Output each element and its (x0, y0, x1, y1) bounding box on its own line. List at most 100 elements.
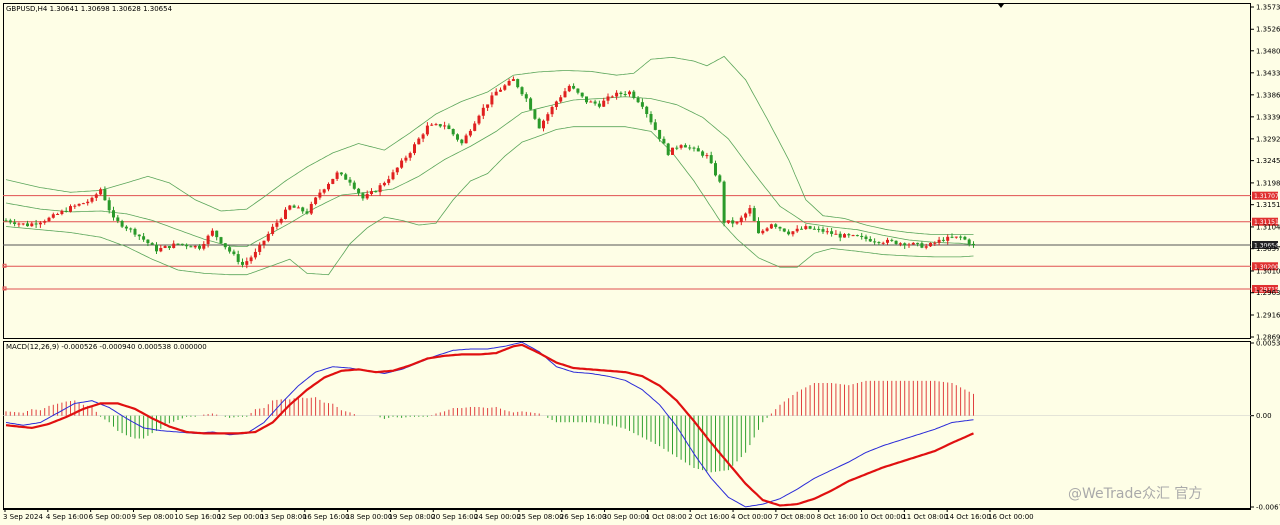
shift-marker-icon[interactable] (998, 4, 1004, 8)
candle-body (232, 251, 236, 255)
candle-body (447, 125, 451, 130)
candle-body (662, 138, 666, 144)
middle-band-line (5, 96, 974, 248)
candle-body (774, 224, 778, 227)
candle-body (486, 104, 490, 108)
price-tick-label: 1.29635 (1256, 289, 1280, 297)
candle-body (649, 114, 653, 123)
level-label-1: 1.31151 (1254, 219, 1279, 226)
time-tick-label: 16 Sep 16:00 (303, 513, 350, 521)
candle-body (731, 220, 735, 224)
candle-body (855, 235, 859, 237)
candle-body (628, 91, 631, 95)
candle-body (550, 106, 554, 115)
candle-body (533, 109, 537, 119)
candle-body (851, 235, 855, 237)
candle-body (69, 206, 72, 212)
candle-body (830, 231, 834, 234)
candle-body (748, 208, 752, 214)
candle-body (142, 236, 146, 240)
candle-body (843, 234, 846, 238)
candle-body (597, 103, 601, 107)
candle-body (253, 251, 257, 258)
current-price-label-bg (1252, 241, 1278, 250)
bollinger-bands (5, 55, 974, 276)
candle-body (8, 220, 12, 223)
price-tick-label: 1.35735 (1256, 4, 1280, 12)
candle-body (696, 148, 700, 152)
candle-body (954, 236, 958, 238)
candle-body (666, 143, 670, 155)
candle-body (963, 236, 967, 240)
candle-body (348, 179, 352, 183)
candle-body (602, 100, 606, 107)
macd-tick-label: 0.00534 (1256, 340, 1280, 348)
candle-body (890, 239, 894, 241)
candle-body (658, 129, 662, 139)
candle-body (305, 211, 309, 214)
candle-body (155, 244, 158, 252)
candle-body (812, 228, 816, 230)
candle-body (374, 191, 378, 193)
time-tick-label: 9 Sep 08:00 (131, 513, 173, 521)
time-tick-label: 8 Oct 16:00 (817, 513, 858, 521)
current-price-label: 1.30654 (1254, 243, 1279, 250)
candle-body (56, 213, 60, 215)
candle-body (537, 118, 541, 129)
candle-body (834, 233, 838, 235)
candle-body (972, 243, 975, 246)
level-label-bg-1 (1252, 217, 1278, 226)
price-tick-label: 1.31980 (1256, 179, 1280, 187)
candle-body (391, 172, 395, 180)
candle-body (507, 80, 511, 86)
candle-body (898, 243, 902, 245)
time-tick-label: 6 Sep 00:00 (89, 513, 131, 521)
candle-body (679, 145, 683, 148)
time-tick-label: 18 Sep 00:00 (346, 513, 393, 521)
candle-body (886, 239, 889, 243)
time-tick-label: 10 Oct 00:00 (860, 513, 906, 521)
candle-body (671, 147, 674, 155)
candle-body (838, 233, 842, 238)
candle-body (26, 223, 29, 227)
upper-band-line (5, 55, 974, 235)
candle-body (941, 239, 945, 241)
candle-body (881, 242, 885, 244)
candle-body (481, 107, 485, 116)
candle-body (701, 151, 705, 156)
price-tick-label: 1.34800 (1256, 47, 1280, 55)
candle-body (610, 96, 614, 98)
candle-body (241, 261, 244, 265)
candle-body (262, 240, 266, 245)
main-panel-frame (3, 3, 1251, 339)
main-chart-header: GBPUSD,H4 1.30641 1.30698 1.30628 1.3065… (6, 5, 173, 13)
candle-body (292, 205, 296, 208)
candle-body (623, 94, 627, 96)
candle-body (266, 233, 270, 241)
price-tick-label: 1.32455 (1256, 157, 1280, 165)
time-tick-label: 30 Sep 00:00 (603, 513, 650, 521)
candle-body (795, 228, 799, 232)
candle-body (718, 175, 722, 182)
candle-body (950, 236, 954, 238)
candle-body (757, 220, 760, 234)
candle-body (193, 245, 197, 248)
candle-body (34, 223, 38, 225)
candle-body (782, 228, 786, 232)
candle-body (929, 242, 932, 247)
candle-body (494, 91, 498, 96)
candle-body (327, 183, 330, 190)
price-tick-label: 1.31040 (1256, 223, 1280, 231)
candle-body (288, 205, 292, 210)
time-tick-label: 13 Sep 08:00 (260, 513, 307, 521)
candle-body (275, 222, 279, 227)
candle-body (567, 85, 571, 92)
price-tick-label: 1.31515 (1256, 201, 1280, 209)
candle-body (546, 114, 550, 121)
candle-body (438, 124, 442, 127)
candle-body (382, 182, 386, 186)
candle-body (378, 185, 382, 193)
candle-body (490, 95, 494, 105)
